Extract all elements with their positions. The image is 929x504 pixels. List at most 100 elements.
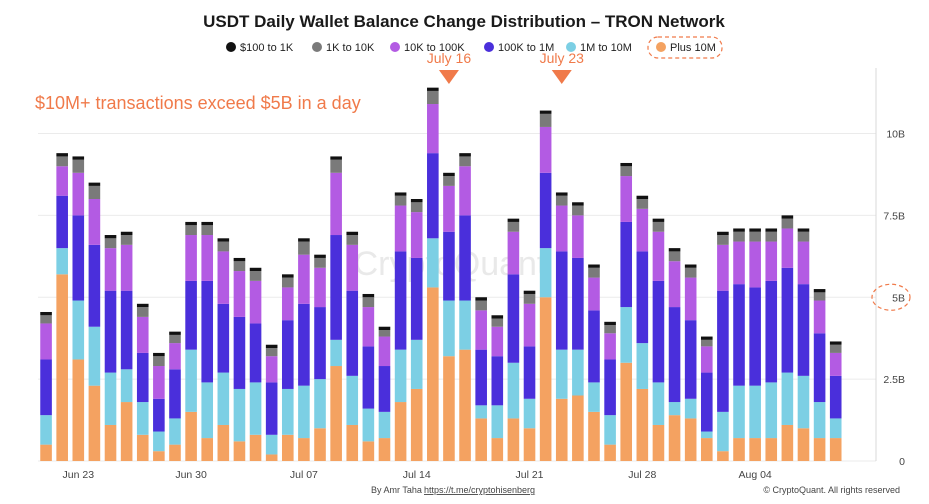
bar-segment xyxy=(72,359,85,461)
bar-segment xyxy=(72,156,85,160)
bar-segment xyxy=(684,320,697,399)
legend-item[interactable]: 1K to 10K xyxy=(312,42,375,54)
bar-segment xyxy=(459,349,471,461)
bar-segment xyxy=(620,307,633,363)
bar-segment xyxy=(717,244,729,291)
bar-segment xyxy=(298,385,310,439)
bar-segment xyxy=(346,375,359,425)
bar-segment xyxy=(829,341,842,345)
bar-segment xyxy=(346,235,359,245)
bar-stack xyxy=(507,218,520,461)
bar-segment xyxy=(265,348,278,357)
bar-segment xyxy=(684,418,697,461)
bar-segment xyxy=(813,438,826,461)
bar-segment xyxy=(394,402,407,461)
bar-segment xyxy=(475,418,487,461)
bar-segment xyxy=(104,372,117,425)
bar-stack xyxy=(394,192,407,461)
bar-segment xyxy=(491,356,504,406)
bar-stack xyxy=(410,199,423,461)
y-tick-label: 10B xyxy=(886,129,905,141)
legend-swatch xyxy=(656,42,666,52)
bar-segment xyxy=(40,359,52,416)
bar-stack xyxy=(185,221,197,461)
bar-segment xyxy=(265,454,278,461)
bar-segment xyxy=(684,277,697,321)
bar-segment xyxy=(217,238,230,242)
bar-segment xyxy=(733,284,745,386)
bar-segment xyxy=(749,231,761,242)
bar-segment xyxy=(588,382,600,412)
bar-segment xyxy=(733,231,745,242)
bar-segment xyxy=(185,411,197,461)
bar-segment xyxy=(523,303,536,347)
bar-segment xyxy=(652,231,665,281)
bar-segment xyxy=(169,334,181,344)
bar-stack xyxy=(700,336,713,461)
bar-segment xyxy=(410,388,423,461)
bar-segment xyxy=(314,379,326,429)
bar-segment xyxy=(652,221,665,232)
legend-item[interactable]: 100K to 1M xyxy=(484,42,554,54)
bar-stack xyxy=(733,228,745,461)
bar-segment xyxy=(636,199,649,209)
legend-label: 10K to 100K xyxy=(404,42,465,54)
bar-stack xyxy=(829,341,842,461)
legend-item[interactable]: 1M to 10M xyxy=(566,42,632,54)
bar-segment xyxy=(572,205,584,216)
bar-segment xyxy=(40,415,52,445)
bar-segment xyxy=(40,323,52,360)
bar-segment xyxy=(427,287,439,461)
bar-segment xyxy=(394,205,407,252)
bar-segment xyxy=(588,264,600,268)
bar-segment xyxy=(314,257,326,268)
bar-segment xyxy=(829,375,842,419)
bar-segment xyxy=(104,248,117,291)
bar-stack xyxy=(797,228,810,461)
bar-segment xyxy=(169,331,181,335)
x-tick-label: Jul 21 xyxy=(516,469,544,481)
bar-stack xyxy=(604,321,616,461)
bar-segment xyxy=(733,438,745,461)
bar-segment xyxy=(829,418,842,439)
bar-segment xyxy=(265,382,278,435)
bar-segment xyxy=(636,388,649,461)
bar-stack xyxy=(104,235,117,461)
legend-item[interactable]: 10K to 100K xyxy=(390,42,465,54)
bar-segment xyxy=(298,438,310,461)
bar-stack xyxy=(249,267,262,461)
legend-swatch xyxy=(566,42,576,52)
bar-segment xyxy=(523,398,536,429)
bar-segment xyxy=(233,261,246,272)
bar-segment xyxy=(765,231,778,242)
legend-swatch xyxy=(226,42,236,52)
legend-item[interactable]: $100 to 1K xyxy=(226,42,294,54)
legend-item[interactable]: Plus 10M xyxy=(647,36,723,59)
bar-segment xyxy=(72,215,85,301)
bar-segment xyxy=(249,382,262,435)
bar-stack xyxy=(749,228,761,461)
bar-segment xyxy=(491,318,504,327)
bar-segment xyxy=(410,199,423,203)
x-tick-label: Aug 04 xyxy=(738,469,771,481)
bar-segment xyxy=(717,290,729,412)
bar-segment xyxy=(169,444,181,461)
footer-link[interactable]: https://t.me/cryptohisenberg xyxy=(424,485,535,495)
bar-segment xyxy=(72,172,85,216)
bar-segment xyxy=(749,241,761,288)
bar-segment xyxy=(394,251,407,350)
bar-segment xyxy=(185,221,197,226)
bar-segment xyxy=(136,352,149,403)
bar-segment xyxy=(298,303,310,386)
bar-segment xyxy=(604,333,616,360)
bar-segment xyxy=(507,221,520,232)
bar-stack xyxy=(427,87,439,461)
bar-stack xyxy=(813,289,826,461)
footer-author: By Amr Taha xyxy=(371,485,422,495)
bar-segment xyxy=(475,405,487,419)
bar-segment xyxy=(572,395,584,461)
bar-segment xyxy=(733,241,745,285)
bar-segment xyxy=(555,205,568,252)
bar-segment xyxy=(507,218,520,222)
bar-segment xyxy=(459,166,471,216)
